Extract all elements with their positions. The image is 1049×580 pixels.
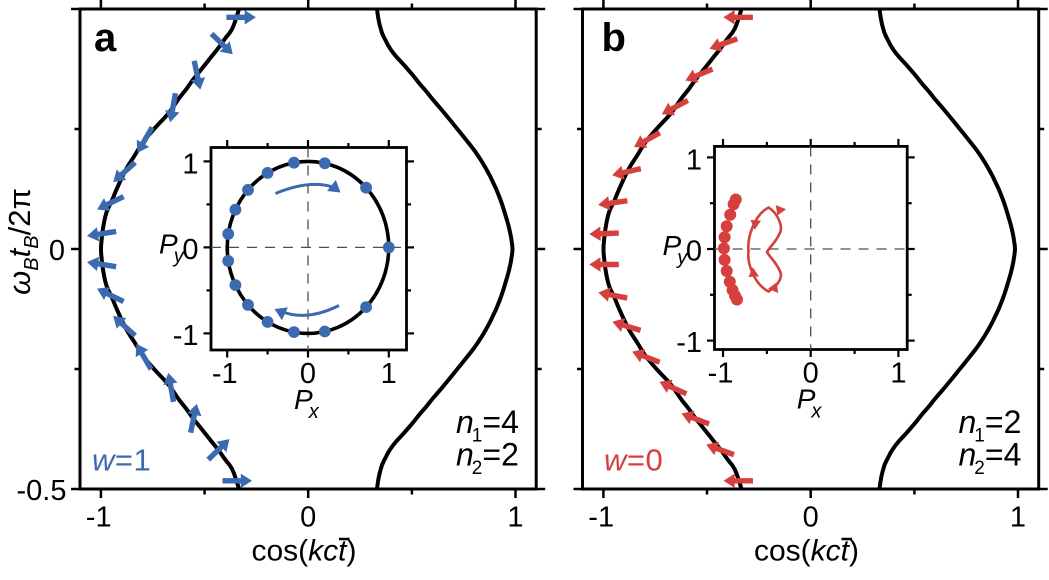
svg-text:n2=4: n2=4 bbox=[959, 437, 1022, 480]
svg-text:-1: -1 bbox=[588, 502, 614, 534]
svg-text:-1: -1 bbox=[212, 358, 238, 390]
svg-text:n2=2: n2=2 bbox=[456, 437, 519, 480]
svg-text:1: 1 bbox=[686, 144, 702, 176]
svg-text:n1=2: n1=2 bbox=[959, 404, 1022, 447]
svg-text:-1: -1 bbox=[676, 327, 702, 359]
svg-text:0: 0 bbox=[49, 235, 65, 267]
svg-text:w=1: w=1 bbox=[92, 443, 151, 478]
svg-text:1: 1 bbox=[1010, 502, 1026, 534]
svg-text:-1: -1 bbox=[173, 320, 199, 352]
svg-text:1: 1 bbox=[182, 148, 198, 180]
svg-text:ωBtB/2π: ωBtB/2π bbox=[2, 188, 43, 295]
svg-text:0: 0 bbox=[300, 358, 316, 390]
svg-text:0: 0 bbox=[182, 234, 198, 266]
svg-text:n1=4: n1=4 bbox=[456, 404, 519, 447]
svg-text:0: 0 bbox=[686, 236, 702, 268]
svg-text:-1: -1 bbox=[708, 358, 734, 390]
svg-text:b: b bbox=[602, 16, 626, 60]
svg-text:1: 1 bbox=[381, 358, 397, 390]
svg-text:0: 0 bbox=[803, 502, 819, 534]
svg-text:0: 0 bbox=[803, 358, 819, 390]
svg-text:a: a bbox=[94, 16, 117, 60]
svg-text:0: 0 bbox=[300, 502, 316, 534]
svg-text:w=0: w=0 bbox=[604, 443, 663, 478]
svg-text:-1: -1 bbox=[86, 502, 112, 534]
svg-text:-0.5: -0.5 bbox=[17, 475, 67, 507]
svg-text:1: 1 bbox=[890, 358, 906, 390]
svg-text:1: 1 bbox=[507, 502, 523, 534]
